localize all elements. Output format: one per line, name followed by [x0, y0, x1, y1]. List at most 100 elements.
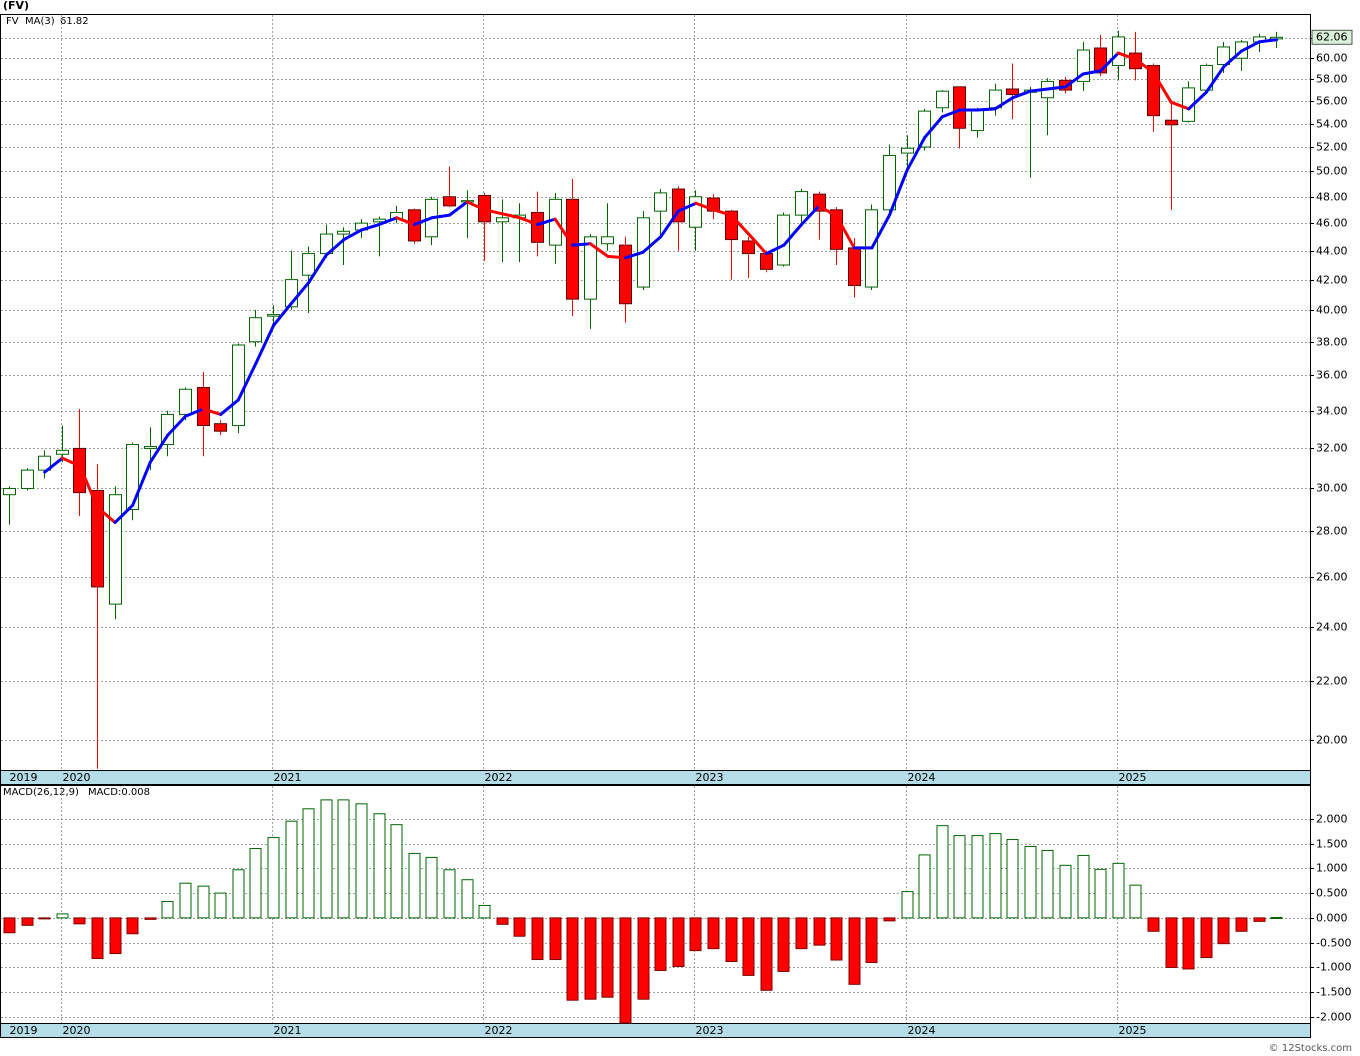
macd-bar	[1253, 917, 1266, 922]
macd-legend: MACD:0.008	[88, 787, 150, 798]
macd-bar	[795, 917, 808, 950]
macd-bar	[566, 917, 579, 1001]
ma-line	[536, 217, 557, 227]
candle-body	[38, 455, 51, 471]
macd-bar	[425, 856, 438, 919]
ma-line	[588, 242, 610, 258]
y-tick-label: 1.500	[1316, 838, 1348, 851]
macd-bar	[637, 917, 650, 1000]
macd-bar	[355, 803, 368, 919]
candle-body	[883, 154, 896, 211]
ma-line	[729, 213, 751, 236]
macd-bar	[408, 852, 421, 919]
macd-title: MACD(26,12,9)	[3, 787, 79, 798]
ma-line	[148, 433, 170, 464]
legend-ma-value: 61.82	[60, 16, 89, 27]
ma-line	[835, 214, 856, 250]
ma-line	[624, 250, 645, 260]
macd-bar	[672, 917, 685, 967]
candle-body	[971, 109, 984, 132]
candle-body	[21, 469, 34, 489]
candle-body	[56, 449, 69, 455]
macd-bar	[619, 917, 632, 1024]
candle-body	[936, 90, 949, 109]
macd-bar	[1077, 854, 1090, 919]
ma-line	[96, 505, 117, 524]
macd-bar	[232, 869, 245, 919]
x-tick-label: 2024	[908, 1024, 936, 1037]
candle-body	[443, 196, 456, 207]
ma-line	[500, 212, 522, 220]
y-tick-label: 26.00	[1316, 571, 1348, 584]
macd-bar	[3, 917, 16, 934]
ma-line	[1064, 72, 1085, 89]
candle-body	[619, 244, 632, 305]
macd-bar	[901, 891, 914, 919]
candle-body	[742, 240, 755, 255]
macd-bar	[73, 917, 86, 925]
legend-symbol: FV	[6, 16, 19, 27]
macd-bar	[1041, 849, 1054, 919]
ma-line	[236, 361, 258, 402]
candle-body	[232, 344, 245, 427]
y-tick-label: 56.00	[1316, 95, 1348, 108]
macd-bar	[1200, 917, 1213, 959]
macd-bar	[56, 913, 69, 919]
y-tick-label: 54.00	[1316, 118, 1348, 131]
ma-line	[940, 108, 962, 119]
ma-line	[1169, 100, 1191, 111]
ma-line	[43, 456, 64, 474]
y-tick-label: 48.00	[1316, 191, 1348, 204]
ma-line	[1116, 51, 1138, 61]
macd-bar	[830, 917, 843, 961]
macd-bar	[1024, 845, 1037, 919]
candle-body	[302, 253, 315, 276]
macd-bar	[91, 917, 104, 960]
y-tick-label: -1.000	[1316, 961, 1351, 974]
macd-bar	[1112, 862, 1125, 919]
ma-line	[676, 201, 698, 213]
ma-line	[747, 232, 768, 256]
ma-line	[377, 216, 399, 227]
ma-line	[360, 223, 381, 232]
ma-line	[659, 209, 680, 239]
macd-bar	[249, 847, 262, 919]
ma-line	[113, 503, 135, 524]
ma-line	[465, 200, 487, 212]
macd-bar	[654, 917, 667, 971]
candle-body	[214, 423, 227, 432]
candle-body	[144, 445, 157, 449]
x-tick-label: 2019	[10, 1024, 38, 1037]
macd-bar	[953, 835, 966, 919]
ma-line	[430, 213, 451, 220]
macd-bar	[320, 799, 333, 919]
candle-body	[73, 447, 86, 494]
macd-bar	[777, 917, 790, 972]
macd-bar	[267, 837, 280, 919]
y-tick-label: 60.00	[1316, 52, 1348, 65]
footer: © 12Stocks.com	[1269, 1043, 1352, 1054]
macd-bar	[1165, 917, 1178, 968]
ma-line	[1240, 40, 1261, 53]
macd-bar	[1182, 917, 1195, 970]
candle-body	[1217, 46, 1230, 65]
ma-line	[131, 460, 152, 507]
candle-body	[249, 317, 262, 343]
candle-body	[267, 314, 280, 317]
candle-body	[1006, 88, 1019, 95]
candle-body	[109, 494, 122, 605]
ma-line	[571, 242, 592, 247]
macd-bar	[1129, 884, 1142, 919]
ma-line	[60, 456, 82, 468]
macd-bar	[161, 901, 174, 919]
ma-line	[870, 213, 891, 250]
x-tick-label: 2025	[1119, 771, 1147, 784]
macd-bar	[214, 892, 227, 919]
candle-body	[918, 110, 931, 148]
ma-line	[201, 407, 223, 416]
candle-body	[654, 192, 667, 212]
macd-bar	[865, 917, 878, 964]
ma-line	[254, 324, 275, 365]
